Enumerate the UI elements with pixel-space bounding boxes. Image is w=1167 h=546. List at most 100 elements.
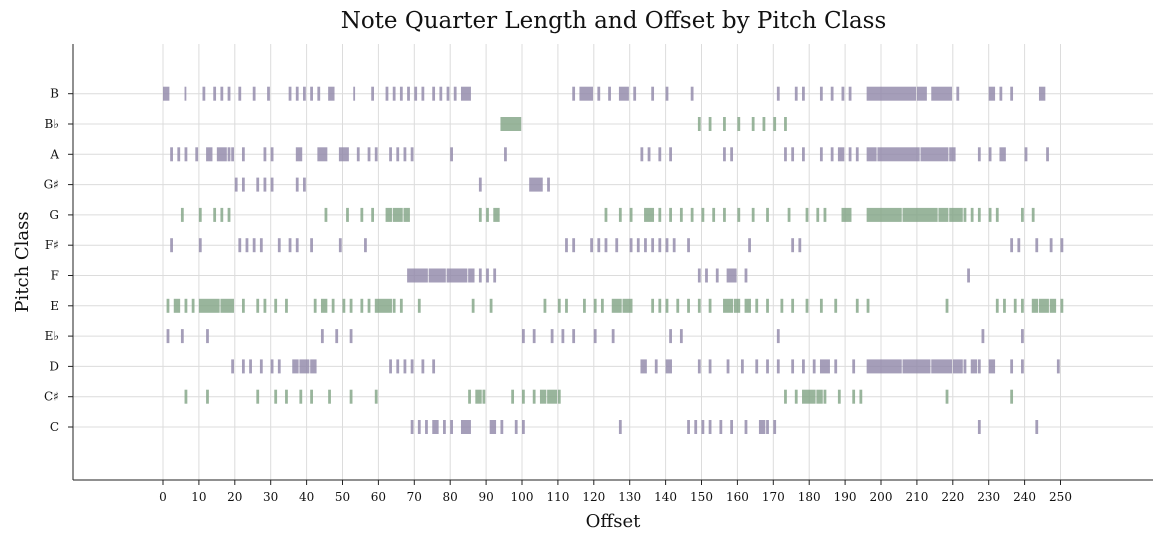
note-bar-B [608, 86, 611, 101]
note-bar-F♯ [672, 238, 676, 253]
note-bar-E [320, 298, 328, 313]
note-bar-B [303, 86, 306, 101]
y-tick-label: B [50, 87, 59, 101]
note-bar-G [970, 207, 974, 222]
x-tick-label: 110 [546, 490, 569, 504]
note-bar-C [766, 420, 769, 434]
note-bar-D [755, 359, 759, 374]
note-bar-G♯ [478, 177, 482, 192]
note-bar-F [407, 268, 428, 283]
note-bar-C [450, 420, 453, 434]
note-bar-F♯ [629, 238, 633, 253]
note-bar-A [949, 147, 956, 162]
note-bar-F♯ [687, 238, 690, 253]
note-bar-A [263, 147, 267, 162]
note-bar-E [471, 298, 475, 313]
note-bar-A [177, 147, 181, 162]
note-bar-D [802, 359, 805, 374]
note-bar-B [1010, 86, 1014, 101]
note-bar-E [819, 298, 823, 313]
note-bar-B [267, 86, 270, 101]
note-bar-E [256, 298, 260, 313]
note-bar-G [385, 207, 392, 222]
note-bar-F♯ [1010, 238, 1014, 253]
note-bar-G [392, 207, 403, 222]
note-bar-A [450, 147, 453, 162]
note-bar-E [399, 298, 403, 313]
note-bar-B [460, 86, 471, 101]
note-bar-B [238, 86, 242, 101]
note-bar-E [1060, 298, 1064, 313]
note-bar-B [407, 86, 410, 101]
note-bar-B♭ [773, 117, 777, 131]
note-bar-B [931, 86, 952, 101]
x-tick-label: 180 [798, 490, 821, 504]
note-bar-E [1049, 298, 1057, 313]
note-bar-B [227, 86, 231, 101]
note-bar-C♯ [310, 389, 313, 404]
note-bar-E [622, 298, 633, 313]
note-bar-G [737, 207, 741, 222]
note-bar-E [733, 298, 741, 313]
note-bar-D [726, 359, 730, 374]
note-bar-C [432, 420, 439, 434]
note-bar-D [292, 359, 299, 374]
note-bar-B [213, 86, 217, 101]
y-tick-label: D [49, 359, 59, 373]
note-bar-G♯ [234, 177, 238, 192]
note-bar-G [949, 207, 963, 222]
note-bar-D [697, 359, 701, 374]
note-bar-G♯ [241, 177, 245, 192]
note-bar-D [819, 359, 830, 374]
note-bar-G [963, 207, 967, 222]
note-bar-C [410, 420, 414, 434]
note-bar-A [216, 147, 227, 162]
note-bar-G [866, 207, 902, 222]
note-bar-E♭ [335, 329, 339, 344]
note-bar-C [500, 420, 504, 434]
note-bar-C♯ [184, 389, 188, 404]
note-bar-C♯ [328, 389, 331, 404]
note-bar-D [970, 359, 978, 374]
note-bar-E [1003, 298, 1006, 313]
x-tick-label: 240 [1013, 490, 1036, 504]
note-bar-F♯ [198, 238, 202, 253]
note-bar-D [866, 359, 902, 374]
note-bar-D [410, 359, 414, 374]
note-bar-A [658, 147, 662, 162]
note-bar-D [952, 359, 963, 374]
note-bar-A [356, 147, 360, 162]
note-bar-E [600, 298, 604, 313]
note-bar-G [198, 207, 202, 222]
note-bar-C♯ [285, 389, 288, 404]
note-bar-F♯ [338, 238, 342, 253]
note-bar-G♯ [263, 177, 267, 192]
note-bar-A [784, 147, 787, 162]
note-bar-B [439, 86, 443, 101]
note-bar-D [310, 359, 317, 374]
note-bar-E [611, 298, 622, 313]
note-bar-A [170, 147, 173, 162]
note-bar-E [263, 298, 267, 313]
note-bar-A [848, 147, 852, 162]
note-bar-E [417, 298, 421, 313]
x-tick-label: 220 [941, 490, 964, 504]
x-tick-label: 150 [690, 490, 713, 504]
note-bar-E [565, 298, 568, 313]
note-bar-E♭ [320, 329, 324, 344]
note-bar-B [841, 86, 845, 101]
note-bar-G [938, 207, 949, 222]
note-bar-A [877, 147, 920, 162]
note-bar-E [744, 298, 751, 313]
note-bar-D [640, 359, 647, 374]
grid-lines [73, 44, 1153, 480]
note-bar-G [995, 207, 999, 222]
note-bar-B [651, 86, 655, 101]
x-tick-label: 100 [511, 490, 534, 504]
note-bar-D [902, 359, 931, 374]
note-bar-F [446, 268, 468, 283]
note-bar-C♯ [274, 389, 278, 404]
note-bar-B [597, 86, 601, 101]
note-bar-G [679, 207, 683, 222]
note-bar-A [920, 147, 949, 162]
